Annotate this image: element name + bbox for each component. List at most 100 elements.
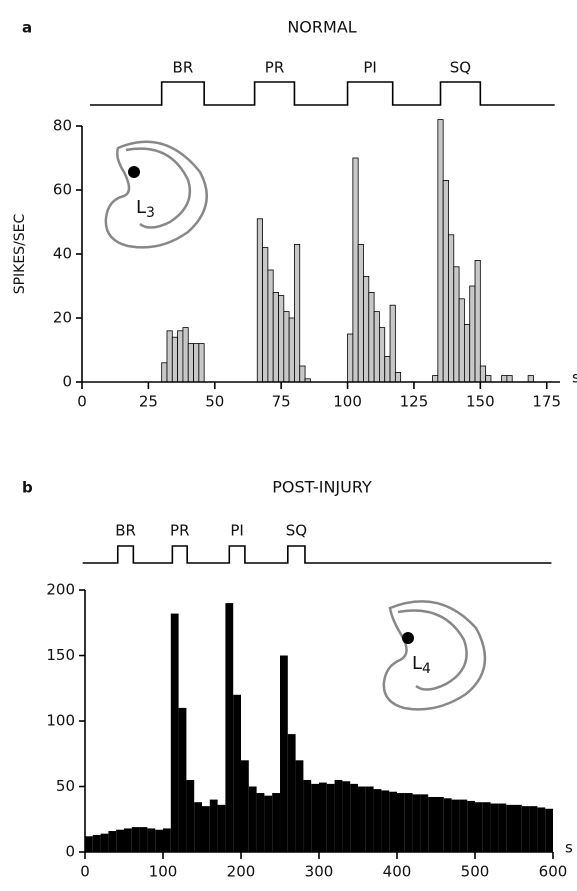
histogram-bar <box>545 808 553 852</box>
histogram-bar <box>381 790 390 852</box>
histogram-bar <box>442 179 449 383</box>
histogram-bar <box>474 259 481 383</box>
histogram-bar <box>326 783 335 852</box>
histogram-bar <box>209 799 218 852</box>
cord-outline <box>382 600 487 711</box>
histogram-bar <box>482 802 491 852</box>
histogram-bar <box>139 827 148 852</box>
histogram-bar <box>187 343 194 383</box>
electrode-site <box>128 166 140 178</box>
histogram-bar <box>85 836 93 852</box>
histogram-bar <box>116 829 124 852</box>
histogram-bar <box>404 793 413 852</box>
stimulus-label: PI <box>230 522 243 540</box>
histogram-bar <box>373 311 380 383</box>
histogram-bar <box>147 828 156 852</box>
histogram-bar <box>514 804 522 852</box>
histogram-bar <box>420 794 429 852</box>
x-unit: s <box>565 839 573 857</box>
histogram-bar <box>469 285 476 383</box>
histogram-bar <box>225 603 234 852</box>
y-tick-label: 20 <box>53 309 72 327</box>
stimulus-label: BR <box>115 522 136 540</box>
histogram-bar <box>537 807 546 852</box>
histogram-bar <box>193 343 200 383</box>
y-tick-label: 150 <box>46 646 75 664</box>
histogram-bar <box>178 707 187 852</box>
x-tick-label: 100 <box>149 863 178 881</box>
inset-a: L3 <box>104 140 208 249</box>
y-tick-label: 100 <box>46 712 75 730</box>
inset-b: L4 <box>382 600 487 711</box>
histogram-bar <box>311 783 319 852</box>
histogram-bar <box>155 829 163 852</box>
y-tick-label: 60 <box>53 181 72 199</box>
histogram-bar <box>389 304 396 383</box>
histogram-bar <box>490 803 499 852</box>
histogram-bar <box>428 796 436 852</box>
histogram-bar <box>467 800 475 852</box>
panel-title: POST-INJURY <box>272 478 372 497</box>
histogram-bar <box>479 365 487 383</box>
x-tick-label: 75 <box>272 393 291 411</box>
x-tick-label: 0 <box>77 393 87 411</box>
stimulus-label: SQ <box>450 59 471 77</box>
histogram-bar <box>92 834 101 852</box>
histogram-bar <box>459 799 468 852</box>
histogram-bar <box>319 782 327 852</box>
histogram-bar <box>108 831 117 852</box>
histogram-bar <box>186 779 195 852</box>
histogram-bar <box>397 793 405 852</box>
x-tick-label: 175 <box>532 393 561 411</box>
histogram-bar <box>365 786 374 852</box>
electrode-site <box>402 632 414 644</box>
histogram-bar <box>506 375 513 383</box>
histogram-bar <box>262 247 269 383</box>
histogram-bar <box>368 291 375 383</box>
y-axis-label: SPIKES/SEC <box>12 213 28 294</box>
stimulus-label: SQ <box>286 522 307 540</box>
x-tick-label: 0 <box>80 863 90 881</box>
histogram-bar <box>280 655 288 852</box>
histogram-bar <box>448 234 455 383</box>
x-tick-label: 300 <box>305 863 334 881</box>
histogram-bar <box>100 833 109 852</box>
cord-inner <box>125 147 192 229</box>
histogram-bar <box>217 804 226 852</box>
histogram-bar <box>256 793 265 852</box>
histogram-bar <box>350 783 358 852</box>
histogram-bar <box>379 327 386 383</box>
y-tick-label: 200 <box>46 581 75 599</box>
x-tick-label: 100 <box>333 393 362 411</box>
stimulus-label: BR <box>173 59 194 77</box>
histogram-bar <box>233 694 241 852</box>
histogram-bar <box>463 323 471 383</box>
segment-number: 4 <box>422 661 431 677</box>
histogram-bar <box>171 336 179 383</box>
histogram-bar <box>198 343 205 383</box>
histogram-bar <box>288 317 295 383</box>
histogram-bar <box>458 298 465 383</box>
histogram-bar <box>357 243 364 383</box>
histogram-bar <box>436 796 444 852</box>
histogram-bar <box>485 375 492 383</box>
x-tick-label: 25 <box>139 393 158 411</box>
histogram-bar <box>131 827 140 852</box>
x-tick-label: 400 <box>383 863 412 881</box>
panel: b POST-INJURY 0 100 200 300 400 500 600 0 50 100 150… <box>22 478 573 881</box>
x-unit: s <box>572 369 577 387</box>
histogram-bar <box>177 330 184 383</box>
y-tick-label: 0 <box>62 373 72 391</box>
histogram-bar <box>529 806 538 852</box>
histogram-bar <box>166 330 173 383</box>
histogram-bar <box>264 795 273 852</box>
histogram-bar <box>501 375 508 383</box>
x-tick-label: 200 <box>227 863 256 881</box>
histogram-bar <box>363 275 370 383</box>
histogram-bar <box>521 806 530 852</box>
histogram-bar <box>347 333 354 383</box>
histogram-bar <box>437 119 444 383</box>
panel: a NORMAL SPIKES/SEC 0 25 50 75 100 125 150 175 0 20 4… <box>12 18 577 411</box>
panel-label: b <box>22 479 33 497</box>
